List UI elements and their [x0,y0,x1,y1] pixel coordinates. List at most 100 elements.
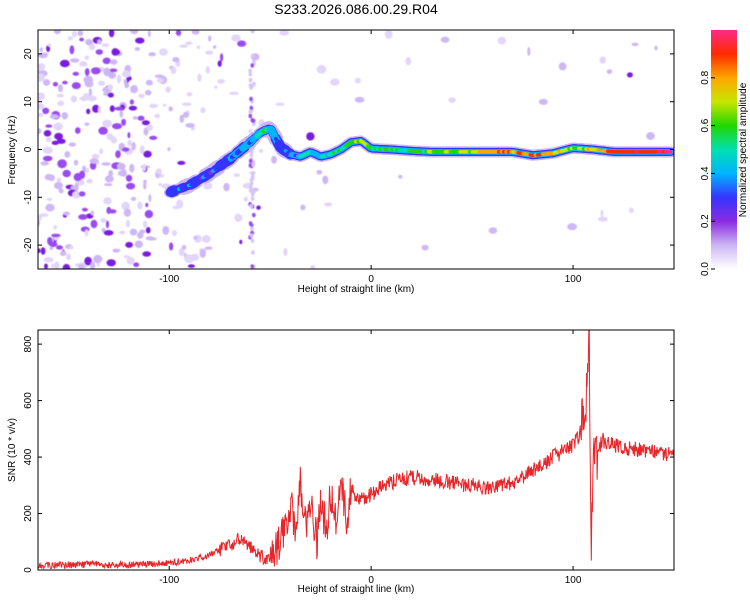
x-tick-label: -100 [159,575,179,586]
noise-blob [103,67,111,77]
noise-blob [38,103,45,110]
noise-blob [283,248,288,257]
noise-blob [354,96,365,103]
noise-blob [79,96,89,102]
noise-blob [178,247,185,257]
noise-blob [138,93,145,99]
noise-blob [49,114,59,119]
noise-blob [109,105,115,112]
noise-blob [169,242,174,251]
noise-blob [74,182,79,192]
noise-blob [233,173,240,178]
noise-blob [249,96,253,102]
noise-blob [114,106,124,111]
noise-blob [40,247,46,255]
noise-blob [186,92,193,97]
noise-blob [38,128,42,135]
noise-blob [205,66,210,74]
noise-blob [237,40,247,47]
noise-blob [79,37,84,42]
noise-blob [75,127,81,134]
noise-blob [251,250,255,255]
noise-blob [185,41,193,46]
noise-blob [252,212,256,218]
noise-blob [116,162,126,170]
noise-blob [46,45,51,52]
noise-blob [130,85,138,94]
noise-blob [88,88,93,96]
noise-blob [251,162,256,168]
noise-blob [250,192,255,197]
noise-blob [154,74,165,78]
noise-blob [212,45,217,49]
noise-blob [249,181,254,186]
noise-blob [130,30,139,35]
noise-blob [154,113,160,119]
colorbar-ticks: 0.0 0.2 0.4 0.6 0.8 [700,70,715,276]
noise-blob [54,261,60,269]
noise-blob [56,93,64,98]
noise-blob [145,227,151,234]
noise-blob [105,220,110,229]
noise-blob [168,106,173,112]
noise-blob [205,50,214,55]
noise-blob [330,78,340,86]
noise-blob [51,233,61,238]
noise-blob [606,69,613,74]
noise-blob [90,210,94,216]
noise-blob [249,177,254,183]
noise-blob [38,92,45,101]
noise-blob [95,49,104,55]
noise-blob [249,105,254,111]
noise-blob [131,142,136,151]
noise-blob [85,167,90,174]
x-tick-label: -100 [159,274,179,285]
noise-blob [126,182,136,190]
noise-blob [248,68,252,74]
noise-blob [85,38,93,46]
noise-blob [109,59,118,65]
noise-blob [102,57,111,65]
noise-blob [181,245,187,250]
noise-blob [44,263,48,269]
noise-blob [249,184,253,190]
noise-blob [57,177,61,183]
noise-blob [84,80,94,88]
noise-blob [201,235,211,243]
noise-blob [59,59,70,68]
noise-blob [271,155,277,164]
noise-blob [45,203,55,212]
noise-blob [175,30,182,36]
noise-blob [123,208,132,217]
noise-blob [217,60,222,67]
noise-blob [69,45,75,55]
noise-blob [171,230,177,237]
noise-blob [421,244,429,251]
noise-blob [208,35,212,42]
noise-blob [70,58,80,63]
noise-blob [214,85,218,89]
noise-blob [143,220,148,229]
noise-blob [39,47,43,53]
noise-blob [119,230,126,235]
noise-blob [137,201,143,210]
noise-blob [107,92,114,98]
noise-blob [646,132,655,140]
noise-blob [248,129,253,134]
noise-blob [121,118,126,126]
noise-blob [251,53,255,58]
snr-panel: -100 0 100 0 200 400 600 800 Height of straigh… [7,329,675,595]
noise-blob [139,145,145,155]
noise-blob [243,196,248,202]
colorbar-gradient [711,30,737,269]
noise-blob [120,168,127,177]
noise-blob [99,148,104,155]
noise-blob [147,30,151,38]
noise-blob [143,150,152,158]
noise-blob [96,262,100,267]
noise-blob [248,221,253,226]
noise-blob [250,264,255,269]
noise-blob [106,133,114,140]
noise-blob [112,248,121,253]
